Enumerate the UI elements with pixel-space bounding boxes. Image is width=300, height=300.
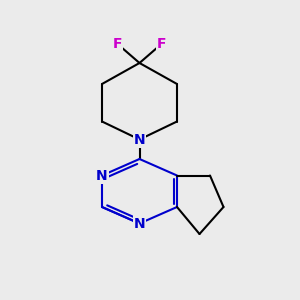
Text: N: N <box>134 217 145 230</box>
Text: N: N <box>134 133 145 146</box>
Text: N: N <box>96 169 108 182</box>
Text: F: F <box>157 37 167 50</box>
Text: F: F <box>112 37 122 50</box>
